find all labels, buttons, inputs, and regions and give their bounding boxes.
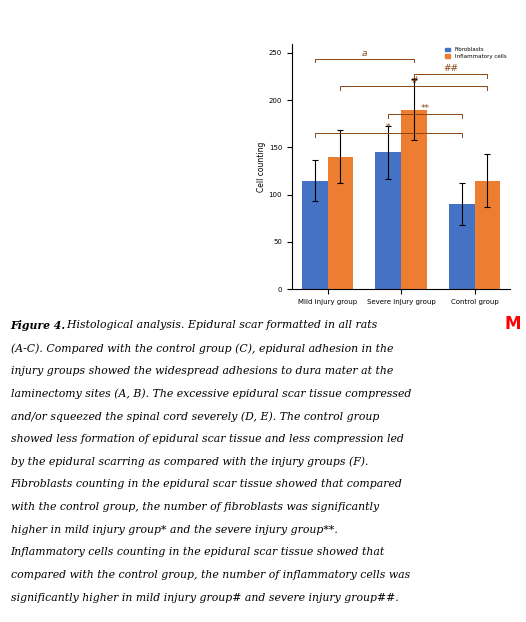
- Legend: Fibroblasts, Inflammatory cells: Fibroblasts, Inflammatory cells: [444, 46, 508, 60]
- Text: #: #: [410, 76, 418, 85]
- Text: and/or squeezed the spinal cord severely (D, E). The control group: and/or squeezed the spinal cord severely…: [11, 411, 379, 422]
- Text: M: M: [504, 315, 521, 333]
- Text: Figure 4.: Figure 4.: [11, 320, 66, 332]
- Y-axis label: Cell counting: Cell counting: [257, 141, 266, 192]
- Text: a: a: [361, 49, 367, 58]
- Bar: [328, 157, 353, 289]
- Bar: [449, 204, 474, 289]
- Text: by the epidural scarring as compared with the injury groups (F).: by the epidural scarring as compared wit…: [11, 457, 368, 467]
- Text: Fibroblasts counting in the epidural scar tissue showed that compared: Fibroblasts counting in the epidural sca…: [11, 479, 402, 490]
- Text: ##: ##: [443, 64, 458, 73]
- Text: laminectomy sites (A, B). The excessive epidural scar tissue compressed: laminectomy sites (A, B). The excessive …: [11, 388, 411, 399]
- Bar: [302, 180, 328, 289]
- Text: compared with the control group, the number of inflammatory cells was: compared with the control group, the num…: [11, 570, 410, 580]
- Bar: [401, 109, 427, 289]
- Text: significantly higher in mild injury group# and severe injury group##.: significantly higher in mild injury grou…: [11, 593, 398, 603]
- Text: showed less formation of epidural scar tissue and less compression led: showed less formation of epidural scar t…: [11, 434, 403, 444]
- Text: higher in mild injury group* and the severe injury group**.: higher in mild injury group* and the sev…: [11, 524, 337, 535]
- Bar: [474, 180, 500, 289]
- Bar: [376, 152, 401, 289]
- Text: Histological analysis. Epidural scar formatted in all rats: Histological analysis. Epidural scar for…: [60, 320, 377, 330]
- Text: injury groups showed the widespread adhesions to dura mater at the: injury groups showed the widespread adhe…: [11, 366, 393, 376]
- Text: **: **: [420, 104, 429, 113]
- Text: Inflammatory cells counting in the epidural scar tissue showed that: Inflammatory cells counting in the epidu…: [11, 547, 385, 557]
- Text: (A-C). Compared with the control group (C), epidural adhesion in the: (A-C). Compared with the control group (…: [11, 343, 393, 353]
- Text: *: *: [386, 123, 390, 132]
- Text: with the control group, the number of fibroblasts was significantly: with the control group, the number of fi…: [11, 502, 379, 512]
